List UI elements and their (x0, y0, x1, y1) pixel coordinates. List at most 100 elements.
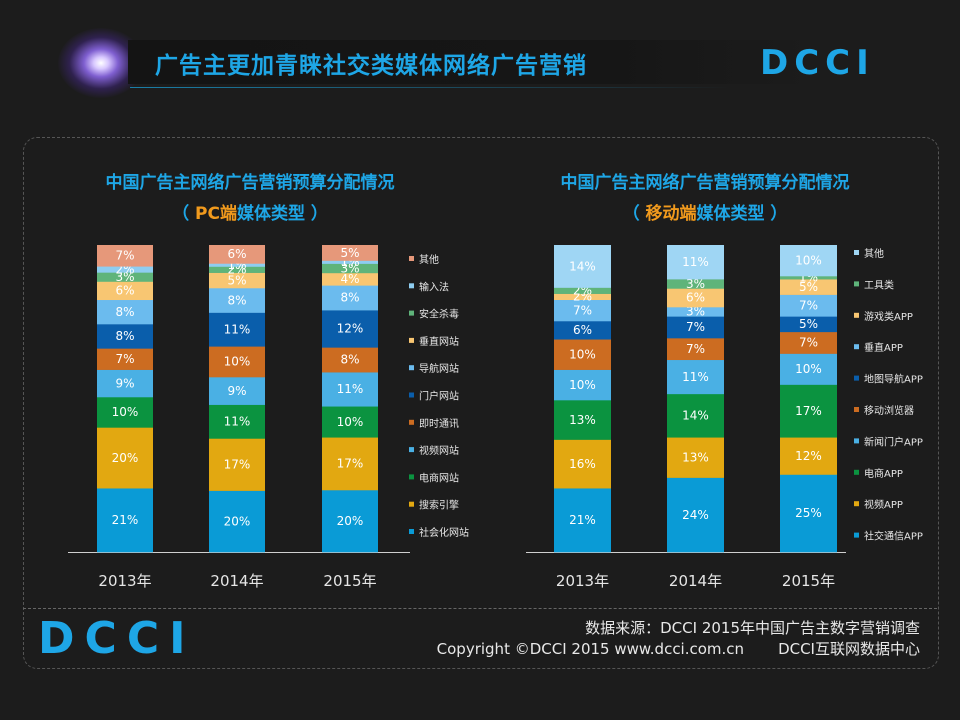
data-label: 25% (795, 506, 822, 520)
data-label: 6% (227, 247, 246, 261)
legend-label: 新闻门户APP (864, 435, 923, 448)
bar-segment (667, 437, 724, 478)
bar-segment (780, 437, 837, 475)
bar-segment (97, 488, 153, 553)
legend-label: 垂直APP (864, 341, 903, 354)
bar-segment (322, 347, 378, 373)
legend-swatch (409, 283, 414, 289)
bar-segment (667, 288, 724, 308)
data-label: 11% (224, 415, 251, 429)
x-tick-label: 2014年 (210, 572, 263, 590)
data-label: 7% (799, 298, 818, 312)
source-note: 数据来源：DCCI 2015年中国广告主数字营销调查 Copyright ©DC… (437, 618, 920, 660)
bar-segment (780, 331, 837, 354)
bar-segment (322, 285, 378, 311)
legend-swatch (854, 438, 859, 444)
source-line: 数据来源：DCCI 2015年中国广告主数字营销调查 (585, 619, 920, 637)
copyright-text: Copyright ©DCCI 2015 www.dcci.com.cn (436, 640, 745, 658)
bar-segment (780, 474, 837, 553)
data-label: 7% (686, 320, 705, 334)
data-label: 5% (340, 246, 359, 260)
legend-swatch (854, 469, 859, 475)
bar-segment (209, 490, 265, 553)
page-title: 广告主更加青睐社交类媒体网络广告营销 (155, 53, 587, 79)
org-name: DCCI互联网数据中心 (778, 640, 920, 658)
bar-segment (322, 272, 378, 286)
data-label: 10% (569, 378, 596, 392)
data-label: 3% (686, 277, 705, 291)
legend-label: 社交通信APP (864, 530, 923, 543)
bar-segment (209, 377, 265, 405)
mobile-chart-title: 中国广告主网络广告营销预算分配情况 (560, 173, 850, 193)
data-label: 20% (337, 514, 364, 528)
data-label: 8% (340, 291, 359, 305)
legend-label: 门户网站 (419, 390, 459, 403)
data-label: 7% (686, 342, 705, 356)
data-label: 11% (224, 322, 251, 336)
legend-swatch (854, 312, 859, 318)
bar-segment (667, 279, 724, 289)
data-label: 11% (337, 382, 364, 396)
data-label: 6% (115, 284, 134, 298)
data-label: 21% (569, 513, 596, 527)
legend-label: 地图导航APP (864, 373, 923, 386)
footer-divider (23, 608, 937, 610)
data-label: 10% (112, 405, 139, 419)
data-label: 8% (115, 305, 134, 319)
data-label: 14% (569, 259, 596, 273)
data-label: 13% (682, 450, 709, 464)
bar-segment (780, 384, 837, 438)
legend-swatch (854, 375, 859, 381)
data-label: 20% (112, 451, 139, 465)
data-label: 3% (340, 261, 359, 275)
data-label: 12% (337, 322, 364, 336)
legend-swatch (409, 447, 414, 453)
data-label: 6% (686, 291, 705, 305)
x-tick-label: 2015年 (323, 572, 376, 590)
legend-label: 社会化网站 (419, 526, 469, 539)
logo-text: DCCI (38, 620, 195, 656)
legend-label: 移动浏览器 (864, 404, 914, 417)
data-label: 20% (224, 514, 251, 528)
x-tick-label: 2015年 (782, 572, 835, 590)
data-label: 8% (115, 329, 134, 343)
data-label: 24% (682, 508, 709, 522)
legend-swatch (409, 529, 414, 534)
legend-swatch (409, 310, 414, 316)
legend-label: 输入法 (419, 280, 449, 293)
bar-segment (554, 245, 611, 288)
legend-label: 视频APP (864, 498, 903, 511)
bar-segment (209, 263, 265, 267)
data-label: 5% (799, 280, 818, 294)
data-label: 4% (340, 272, 359, 286)
bar-segment (554, 488, 611, 553)
dcci-logo-top: DCCI (760, 44, 869, 80)
bar-segment (322, 310, 378, 348)
legend-label: 电商APP (864, 467, 903, 480)
bar-segment (780, 353, 837, 385)
bar-segment (209, 312, 265, 347)
legend-label: 即时通讯 (419, 418, 459, 430)
data-label: 9% (227, 384, 246, 398)
legend-label: 垂直网站 (419, 335, 459, 348)
data-label: 5% (799, 317, 818, 331)
legend-swatch (409, 337, 414, 343)
data-label: 14% (682, 409, 709, 423)
data-label: 11% (682, 255, 709, 269)
legend-label: 游戏类APP (864, 310, 913, 323)
bar-segment (667, 245, 724, 280)
bar-segment (322, 260, 378, 264)
bar-segment (554, 369, 611, 401)
legend-swatch (854, 532, 859, 538)
bar-segment (780, 279, 837, 295)
bar-segment (97, 245, 153, 267)
legend-swatch (409, 501, 414, 507)
bar-segment (554, 320, 611, 340)
bar-segment (554, 339, 611, 370)
legend-swatch (854, 281, 859, 287)
bar-segment (322, 489, 378, 553)
data-label: 7% (799, 336, 818, 350)
bar-segment (667, 393, 724, 438)
data-label: 6% (573, 323, 592, 337)
legend-swatch (854, 501, 859, 507)
